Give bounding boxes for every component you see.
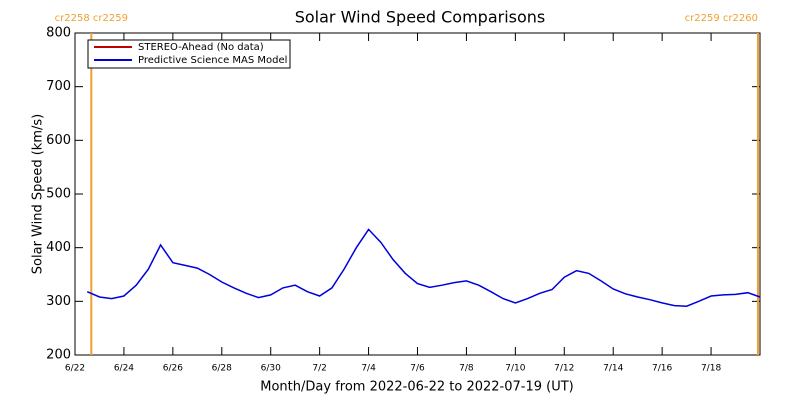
legend-label: Predictive Science MAS Model	[138, 55, 287, 66]
x-tick-label: 7/12	[554, 364, 574, 374]
y-tick-label: 400	[46, 240, 71, 255]
x-tick-label: 7/4	[361, 364, 376, 374]
x-tick-label: 7/8	[459, 364, 474, 374]
x-tick-label: 7/2	[312, 364, 326, 374]
chart-title: Solar Wind Speed Comparisons	[295, 8, 546, 27]
x-tick-label: 6/28	[212, 364, 232, 374]
y-tick-label: 700	[46, 79, 71, 94]
x-tick-label: 6/26	[163, 364, 183, 374]
x-tick-label: 6/22	[65, 364, 85, 374]
y-tick-label: 200	[46, 348, 71, 363]
y-axis-label: Solar Wind Speed (km/s)	[31, 114, 46, 274]
x-axis-label: Month/Day from 2022-06-22 to 2022-07-19 …	[260, 380, 573, 395]
x-tick-label: 6/24	[114, 364, 134, 374]
x-tick-label: 6/30	[261, 364, 281, 374]
x-tick-label: 7/18	[701, 364, 721, 374]
y-tick-label: 800	[46, 26, 71, 41]
x-tick-label: 7/14	[603, 364, 623, 374]
annotation: cr2258 cr2259	[55, 13, 128, 24]
y-tick-label: 600	[46, 133, 71, 148]
legend-box	[87, 39, 291, 69]
legend-label: STEREO-Ahead (No data)	[138, 42, 264, 53]
x-tick-label: 7/6	[410, 364, 425, 374]
series-line	[86, 228, 761, 307]
x-tick-label: 7/16	[652, 364, 672, 374]
x-tick-label: 7/10	[505, 364, 525, 374]
annotation: cr2259 cr2260	[685, 13, 758, 24]
y-tick-label: 500	[46, 187, 71, 202]
y-tick-label: 300	[46, 294, 71, 309]
